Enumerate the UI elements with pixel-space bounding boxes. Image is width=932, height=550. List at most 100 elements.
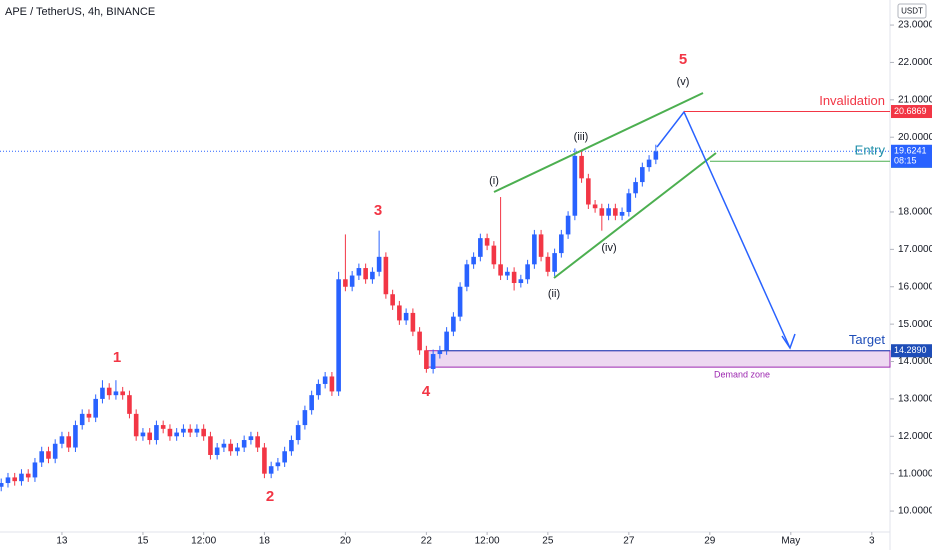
candle-body xyxy=(201,428,206,437)
candle-body xyxy=(46,451,51,459)
candle-body xyxy=(471,256,476,265)
candle-body xyxy=(390,294,395,306)
candle-body xyxy=(208,436,213,455)
candle-body xyxy=(491,245,497,265)
candle-body xyxy=(66,436,72,448)
candle-body xyxy=(592,204,598,209)
candle-body xyxy=(282,451,287,463)
candle-body xyxy=(241,440,247,448)
chart-title: APE / TetherUS, 4h, BINANCE xyxy=(5,6,155,18)
candle-body xyxy=(545,256,551,272)
candle-body xyxy=(295,425,301,441)
candle-body xyxy=(221,443,227,448)
y-tick-label: 18.0000 xyxy=(898,207,932,218)
x-tick-label: 3 xyxy=(869,536,875,547)
candle-body xyxy=(646,159,652,168)
candle-body xyxy=(275,462,281,467)
candle-body xyxy=(478,238,483,257)
demand-zone-label: Demand zone xyxy=(714,370,770,380)
candle-body xyxy=(167,428,173,437)
y-tick-label: 10.0000 xyxy=(898,506,932,517)
candle-body xyxy=(363,268,368,280)
y-tick-label: 17.0000 xyxy=(898,244,932,255)
candle-body xyxy=(633,182,638,194)
candle-body xyxy=(79,413,85,426)
candle-body xyxy=(349,275,355,287)
subwave-label: (iii) xyxy=(574,131,589,143)
candle-body xyxy=(565,215,571,235)
candle-body xyxy=(100,387,105,399)
subwave-label: (ii) xyxy=(548,288,560,300)
candle-body xyxy=(329,376,335,392)
candle-body xyxy=(120,391,125,396)
subwave-label: (v) xyxy=(677,76,690,88)
x-tick-label: 15 xyxy=(137,536,149,547)
candle-body xyxy=(424,350,429,369)
current-price-box xyxy=(891,144,932,168)
candle-body xyxy=(552,253,557,272)
candle-body xyxy=(356,268,362,276)
y-tick-label: 11.0000 xyxy=(898,468,932,479)
y-tick-label: 16.0000 xyxy=(898,281,932,292)
candle-body xyxy=(525,264,530,280)
candle-body xyxy=(343,279,348,287)
candle-body xyxy=(322,376,328,384)
candle-body xyxy=(86,413,92,418)
x-tick-label: 13 xyxy=(56,536,68,547)
candle-body xyxy=(498,264,503,276)
candle-body xyxy=(140,432,146,437)
candle-body xyxy=(370,271,375,280)
candle-body xyxy=(613,208,618,216)
countdown: 08:15 xyxy=(894,156,917,166)
candle-body xyxy=(464,264,470,287)
candle-body xyxy=(572,155,578,216)
y-tick-label: 12.0000 xyxy=(898,431,932,442)
candle-body xyxy=(39,451,45,463)
x-tick-label: 20 xyxy=(340,536,352,547)
candle-body xyxy=(154,425,159,441)
candle-body xyxy=(316,383,321,396)
candle-body xyxy=(181,428,186,433)
candle-body xyxy=(289,440,294,452)
level-price: 14.2890 xyxy=(894,345,927,355)
level-name: Invalidation xyxy=(819,93,885,108)
candle-body xyxy=(113,391,119,396)
candle-body xyxy=(640,167,645,183)
candle-body xyxy=(559,234,564,254)
level-price: 20.6869 xyxy=(894,106,927,116)
candle-body xyxy=(579,155,584,179)
candle-body xyxy=(187,428,193,433)
candle-body xyxy=(133,413,139,437)
candle-body xyxy=(214,447,220,455)
candle-body xyxy=(653,151,659,160)
candle-body xyxy=(586,178,591,205)
candle-body xyxy=(505,271,510,276)
level-name: Target xyxy=(849,332,886,347)
x-tick-label: May xyxy=(781,536,800,547)
x-tick-label: 27 xyxy=(623,536,635,547)
candle-body xyxy=(444,331,449,351)
candle-body xyxy=(5,477,11,484)
x-tick-label: 25 xyxy=(542,536,554,547)
candle-body xyxy=(437,350,443,355)
candle-body xyxy=(430,354,436,369)
candle-body xyxy=(268,466,274,474)
candle-body xyxy=(25,473,31,478)
candle-body xyxy=(93,398,98,418)
candle-body xyxy=(309,395,314,411)
candle-body xyxy=(147,432,152,441)
candle-body xyxy=(32,462,38,478)
candle-body xyxy=(0,483,4,487)
candle-body xyxy=(73,425,78,448)
currency: USDT xyxy=(901,7,923,16)
current-price: 19.6241 xyxy=(894,146,927,156)
wedge-lower xyxy=(553,152,717,279)
candle-body xyxy=(417,331,422,351)
y-tick-label: 13.0000 xyxy=(898,394,932,405)
x-tick-label: 18 xyxy=(259,536,271,547)
plot xyxy=(0,144,891,492)
candle-body xyxy=(59,436,65,444)
candle-body xyxy=(194,428,200,433)
candle-body xyxy=(599,208,605,216)
